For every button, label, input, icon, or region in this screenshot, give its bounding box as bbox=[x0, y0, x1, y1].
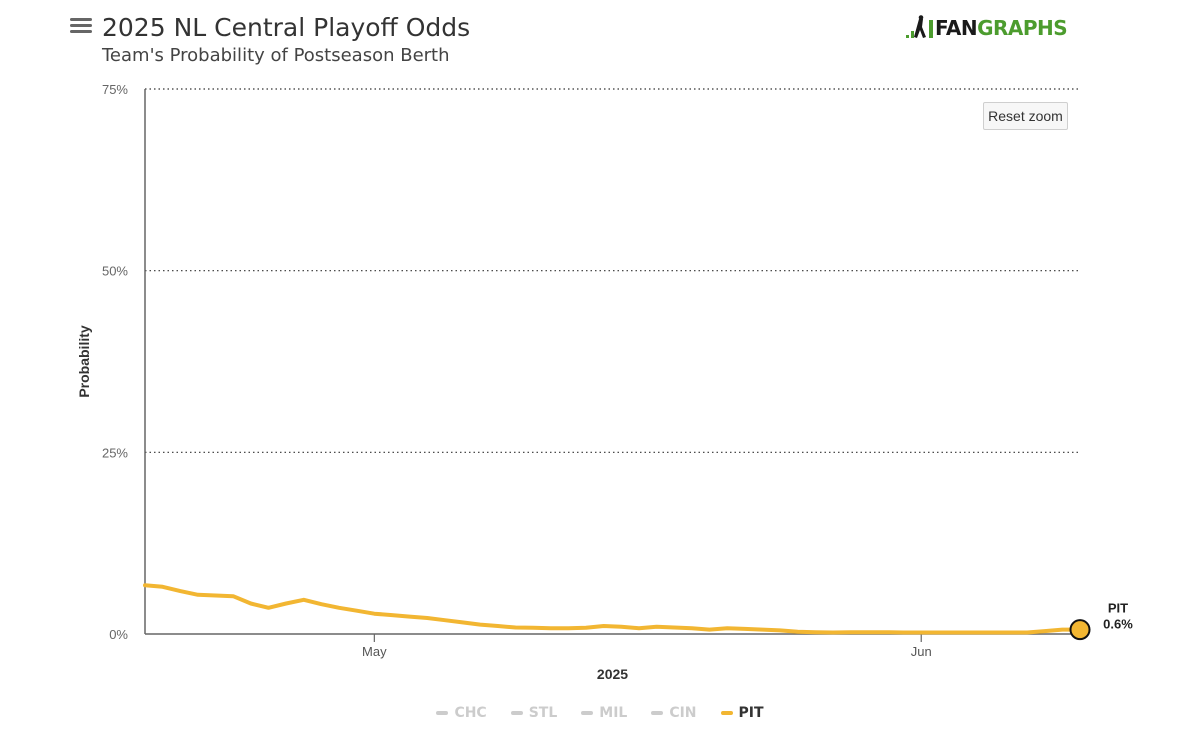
y-tick-label: 50% bbox=[102, 264, 128, 279]
legend-label: MIL bbox=[599, 705, 628, 721]
y-tick-label: 75% bbox=[102, 82, 128, 97]
series-line-pit[interactable] bbox=[143, 583, 1082, 635]
legend-item-stl[interactable]: STL bbox=[510, 705, 558, 721]
y-axis-title: Probability bbox=[76, 325, 92, 398]
chart-subtitle: Team's Probability of Postseason Berth bbox=[102, 45, 450, 66]
fangraphs-logo-text: FANGRAPHS bbox=[935, 16, 1068, 40]
reset-zoom-button[interactable]: Reset zoom bbox=[983, 102, 1068, 130]
chart-title: 2025 NL Central Playoff Odds bbox=[102, 13, 471, 42]
fangraphs-logo[interactable]: FANGRAPHS bbox=[905, 14, 1068, 42]
legend-swatch-icon bbox=[581, 711, 594, 715]
legend-swatch-icon bbox=[720, 711, 733, 715]
legend-swatch-icon bbox=[651, 711, 664, 715]
legend-item-chc[interactable]: CHC bbox=[436, 705, 487, 721]
series-end-name-label: PIT bbox=[1108, 601, 1128, 616]
legend-swatch-icon bbox=[510, 711, 523, 715]
legend-label: PIT bbox=[738, 705, 764, 721]
x-tick-label: May bbox=[362, 644, 387, 659]
chart-legend: CHC STL MIL CIN PIT bbox=[0, 705, 1200, 721]
legend-label: STL bbox=[528, 705, 558, 721]
legend-item-pit[interactable]: PIT bbox=[720, 705, 764, 721]
legend-item-mil[interactable]: MIL bbox=[581, 705, 627, 721]
y-tick-label: 0% bbox=[109, 627, 128, 642]
legend-swatch-icon bbox=[436, 711, 449, 715]
x-tick-label: Jun bbox=[911, 644, 932, 659]
legend-label: CHC bbox=[454, 705, 487, 721]
series-end-value-label: 0.6% bbox=[1103, 617, 1133, 632]
y-tick-label: 25% bbox=[102, 445, 128, 460]
x-axis-title: 2025 bbox=[597, 666, 628, 682]
hamburger-menu-icon[interactable] bbox=[70, 18, 92, 35]
fangraphs-logo-icon bbox=[906, 15, 933, 38]
series-end-marker-pit[interactable] bbox=[1069, 619, 1091, 641]
legend-label: CIN bbox=[669, 705, 697, 721]
legend-item-cin[interactable]: CIN bbox=[651, 705, 697, 721]
